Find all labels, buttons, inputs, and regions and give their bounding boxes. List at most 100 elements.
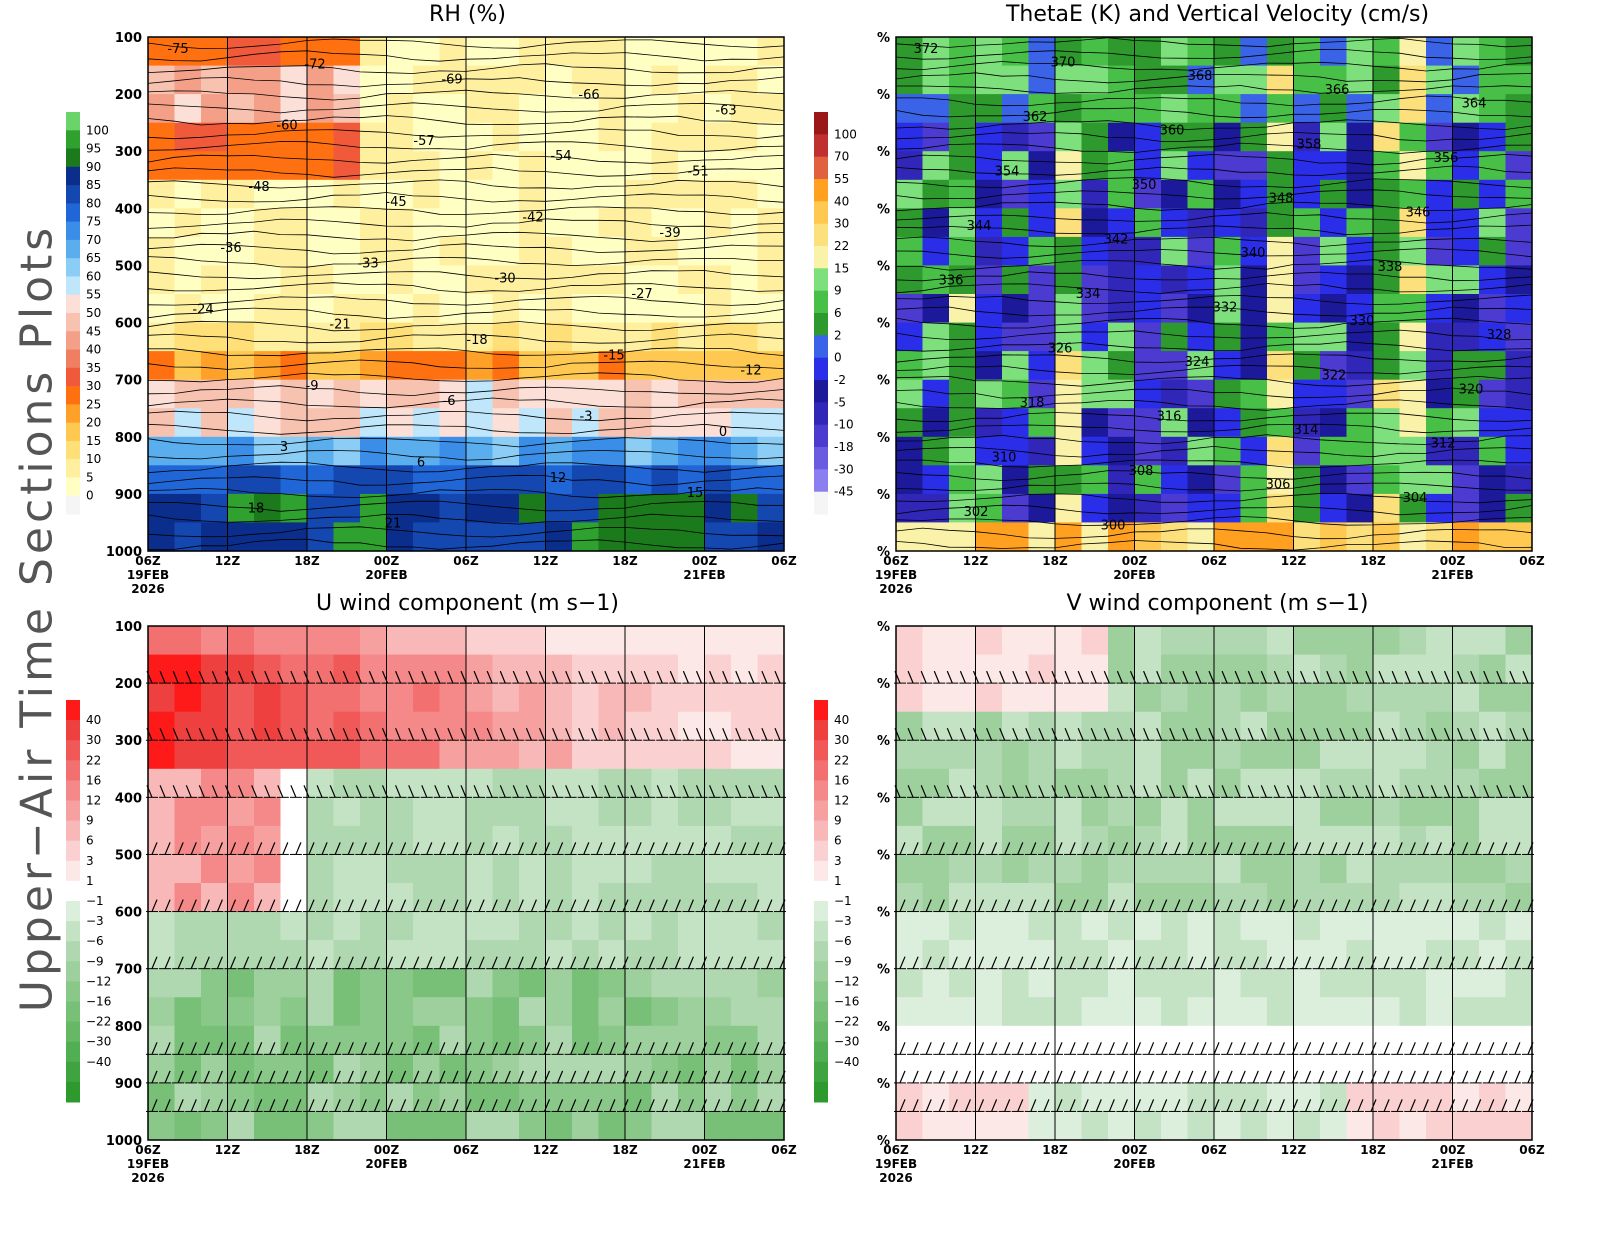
u-wind-barb — [486, 899, 499, 913]
field-cell — [896, 493, 924, 524]
field-cell — [333, 236, 361, 267]
barb-staff — [1187, 956, 1194, 969]
field-cell — [466, 997, 494, 1027]
field-cell — [201, 294, 229, 324]
field-cell — [174, 711, 202, 741]
barb-staff — [1095, 1099, 1102, 1112]
barb-staff — [661, 842, 668, 855]
v-colorbar-swatch — [814, 1061, 828, 1083]
barb-staff — [1200, 1070, 1207, 1084]
u-colorbar-swatch — [66, 981, 80, 1002]
barb-staff — [1344, 842, 1351, 855]
field-cell — [651, 351, 679, 381]
field-cell — [519, 654, 547, 684]
barb-staff — [1121, 1099, 1128, 1112]
field-cell — [1187, 854, 1215, 884]
rh-colorbar-swatch — [66, 477, 80, 497]
field-cell — [1505, 37, 1533, 67]
barb-staff — [256, 842, 263, 855]
field-cell — [598, 379, 626, 409]
x-tick-label: 00Z — [374, 1143, 400, 1157]
v-wind-barb — [1482, 899, 1495, 913]
field-cell — [975, 179, 1003, 209]
barb-staff — [517, 1070, 524, 1084]
barb-staff — [395, 670, 402, 684]
v-wind-barb — [998, 1070, 1011, 1084]
barb-staff — [1043, 1070, 1050, 1084]
barb-staff — [1488, 1042, 1495, 1055]
field-cell — [1134, 654, 1162, 684]
field-cell — [148, 968, 176, 998]
field-cell — [1320, 997, 1348, 1027]
barb-staff — [964, 1099, 971, 1112]
v-wind-barb — [1299, 1070, 1312, 1084]
theta-colorbar-swatch — [814, 246, 828, 269]
u-wind-barb — [263, 956, 276, 970]
field-cell — [1028, 740, 1056, 770]
field-cell — [519, 968, 547, 998]
barb-staff — [1326, 670, 1333, 684]
rh-colorbar-swatch — [66, 185, 80, 204]
u-wind-barb — [185, 899, 198, 913]
barb-staff — [1095, 1042, 1102, 1055]
temperature-contour-label: 15 — [687, 486, 704, 501]
u-wind-barb — [499, 670, 512, 684]
field-cell — [1108, 740, 1136, 770]
barb-staff — [295, 1070, 302, 1084]
field-cell — [227, 711, 255, 741]
field-cell — [466, 379, 494, 409]
field-cell — [492, 265, 520, 295]
barb-staff — [321, 1042, 328, 1055]
u-wind-barb — [603, 1099, 616, 1112]
v-colorbar-label: −6 — [834, 934, 852, 948]
barb-staff — [256, 1070, 263, 1084]
v-colorbar-label: −22 — [834, 1015, 859, 1029]
field-cell — [1081, 294, 1109, 324]
field-cell — [1002, 1111, 1030, 1141]
v-wind-barb — [1273, 956, 1286, 970]
field-cell — [413, 208, 441, 238]
u-wind-barb — [669, 1042, 682, 1055]
field-cell — [1452, 179, 1480, 209]
field-cell — [1108, 408, 1136, 438]
field-cell — [545, 626, 573, 656]
y-tick-label: % — [877, 259, 890, 274]
field-cell — [360, 768, 388, 798]
field-cell — [1426, 911, 1454, 941]
field-cell — [1055, 294, 1083, 324]
field-cell — [1134, 768, 1162, 798]
v-wind-barb — [959, 1042, 972, 1055]
barb-staff — [1095, 899, 1102, 912]
v-wind-barb — [959, 899, 972, 913]
v-wind-barb — [1378, 956, 1391, 970]
barb-staff — [735, 727, 742, 741]
u-wind-barb — [159, 1042, 172, 1055]
v-wind-barb — [1051, 956, 1063, 970]
barb-staff — [1344, 1099, 1351, 1112]
u-wind-barb — [211, 899, 224, 913]
field-cell — [148, 626, 176, 656]
field-cell — [678, 65, 706, 95]
field-cell — [731, 493, 759, 524]
field-cell — [651, 122, 679, 152]
field-cell — [731, 351, 759, 381]
barb-staff — [1331, 842, 1338, 855]
u-wind-barb — [276, 842, 289, 855]
barb-staff — [269, 1042, 276, 1055]
field-cell — [307, 294, 335, 324]
u-wind-barb — [185, 1099, 198, 1112]
u-wind-barb — [289, 956, 302, 970]
u-wind-barb — [486, 1099, 499, 1112]
field-cell — [1426, 883, 1454, 913]
barb-staff — [1331, 1099, 1338, 1112]
u-wind-barb — [316, 842, 329, 855]
barb-staff — [1488, 1099, 1495, 1112]
field-cell — [572, 408, 600, 438]
field-cell — [174, 911, 202, 941]
barb-staff — [991, 1042, 998, 1055]
field-cell — [949, 626, 977, 656]
u-wind-barb — [329, 1042, 342, 1055]
field-cell — [201, 997, 229, 1027]
field-cell — [280, 379, 308, 409]
barb-staff — [512, 670, 519, 684]
